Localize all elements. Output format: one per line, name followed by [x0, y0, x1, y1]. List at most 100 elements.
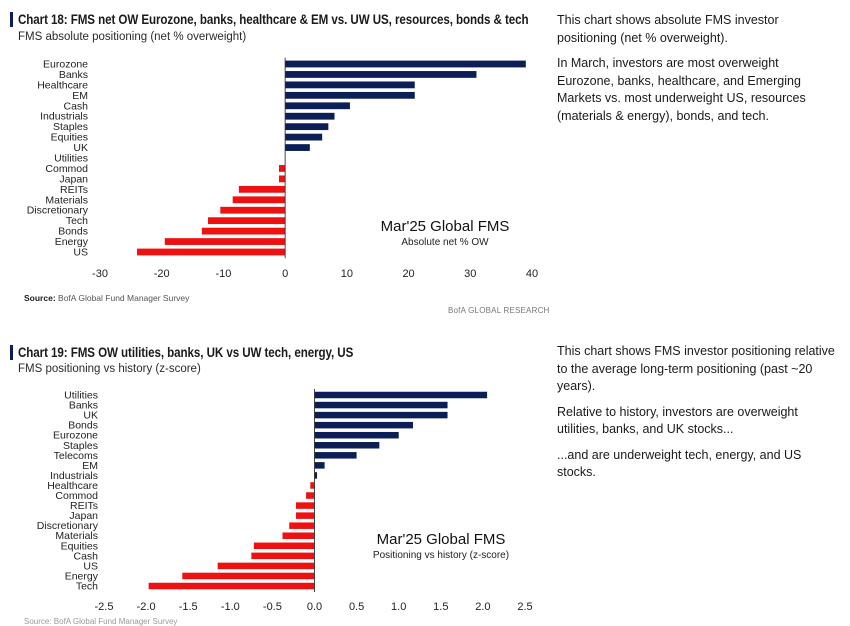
category-label: REITs	[60, 184, 88, 196]
category-label: US	[73, 247, 88, 259]
category-label: UK	[73, 142, 88, 154]
annotation-subtitle: Absolute net % OW	[401, 237, 489, 248]
bar	[278, 175, 286, 183]
description-paragraph: This chart shows absolute FMS investor p…	[557, 13, 779, 45]
title-accent-bar	[10, 12, 13, 27]
x-tick-label: 2.5	[517, 601, 532, 613]
bar	[295, 502, 315, 509]
category-label: Energy	[55, 236, 89, 248]
bar	[314, 472, 318, 479]
category-label: Cash	[73, 550, 98, 562]
category-label: Healthcare	[37, 79, 88, 91]
category-label: REITs	[70, 500, 98, 512]
title-accent-bar	[10, 345, 13, 360]
bar	[310, 482, 315, 489]
bar	[314, 452, 357, 459]
category-label: Materials	[55, 530, 98, 542]
bar	[285, 71, 477, 78]
category-label: Utilities	[54, 153, 88, 165]
x-tick-label: -20	[154, 268, 170, 280]
bar	[314, 431, 399, 439]
x-tick-label: 20	[402, 268, 414, 280]
category-label: Japan	[69, 510, 98, 522]
category-label: Healthcare	[47, 480, 98, 492]
bar	[137, 248, 286, 256]
description-paragraph: Relative to history, investors are overw…	[557, 404, 798, 437]
bar	[285, 144, 310, 151]
category-label: Discretionary	[37, 520, 99, 532]
category-label: Eurozone	[53, 430, 98, 442]
category-label: Materials	[45, 194, 88, 206]
bar	[295, 512, 315, 519]
x-tick-label: 2.0	[475, 601, 490, 613]
bar	[285, 123, 329, 131]
bar	[314, 442, 380, 449]
annotation-title: Mar'25 Global FMS	[381, 218, 510, 235]
bar	[220, 206, 286, 214]
source-note: Source: BofA Global Fund Manager Survey	[24, 293, 189, 303]
x-tick-label: 0.5	[349, 601, 364, 613]
category-label: Discretionary	[27, 205, 89, 217]
bar	[164, 238, 286, 245]
bar	[314, 462, 325, 469]
description-paragraph: ...and are underweight tech, energy, and…	[557, 447, 802, 480]
category-label: Commod	[55, 490, 98, 502]
bar	[285, 91, 415, 99]
chart-19-plot: UtilitiesBanksUKBondsEurozoneStaplesTele…	[37, 388, 533, 613]
category-label: Equities	[51, 132, 88, 144]
category-label: US	[83, 560, 98, 572]
category-label: Utilities	[64, 390, 98, 402]
x-tick-label: -2.5	[95, 601, 114, 613]
x-tick-label: -0.5	[263, 601, 282, 613]
category-label: Eurozone	[43, 59, 88, 71]
brand-label: BofA GLOBAL RESEARCH	[448, 306, 550, 315]
x-tick-label: 1.0	[391, 601, 406, 613]
category-label: EM	[72, 90, 88, 102]
x-tick-label: -1.0	[221, 601, 240, 613]
x-tick-label: 30	[464, 268, 476, 280]
category-label: Japan	[59, 173, 88, 185]
category-label: Commod	[45, 163, 88, 175]
chart-19-description: This chart shows FMS investor positionin…	[557, 343, 837, 490]
category-label: EM	[82, 460, 98, 472]
annotation-title: Mar'25 Global FMS	[377, 531, 506, 548]
category-label: UK	[83, 410, 98, 422]
bar	[148, 582, 315, 590]
bar	[285, 102, 350, 110]
x-tick-label: -2.0	[137, 601, 156, 613]
bar	[251, 552, 315, 560]
bar	[289, 522, 315, 529]
category-label: Industrials	[50, 470, 98, 482]
x-tick-label: 0.0	[307, 601, 322, 613]
x-tick-label: 0	[282, 268, 288, 280]
x-tick-label: -10	[215, 268, 231, 280]
category-label: Staples	[53, 121, 88, 133]
category-label: Industrials	[40, 111, 88, 123]
bar	[217, 562, 315, 570]
bar	[314, 411, 448, 419]
bar	[285, 81, 415, 89]
bar	[253, 542, 315, 550]
bar	[278, 165, 286, 172]
bar	[232, 196, 286, 204]
bar	[285, 60, 526, 68]
chart-18-panel: Chart 18: FMS net OW Eurozone, banks, he…	[0, 0, 550, 320]
chart-title: Chart 18: FMS net OW Eurozone, banks, he…	[18, 12, 529, 27]
x-tick-label: 1.5	[433, 601, 448, 613]
x-tick-label: 40	[526, 268, 538, 280]
bar	[306, 492, 315, 499]
bar	[201, 227, 286, 235]
x-tick-label: -30	[92, 268, 108, 280]
source-text: BofA Global Fund Manager Survey	[58, 293, 190, 303]
chart-subtitle: FMS positioning vs history (z-score)	[18, 363, 201, 375]
bar	[282, 532, 315, 539]
category-label: Bonds	[58, 226, 88, 238]
chart-18-description: This chart shows absolute FMS investor p…	[557, 12, 837, 133]
category-label: Tech	[76, 581, 98, 593]
description-paragraph: In March, investors are most overweight …	[557, 56, 806, 123]
bar	[285, 133, 323, 141]
bar	[285, 112, 335, 120]
chart-title: Chart 19: FMS OW utilities, banks, UK vs…	[18, 345, 354, 360]
chart-subtitle: FMS absolute positioning (net % overweig…	[18, 31, 247, 43]
x-tick-label: -1.5	[179, 601, 198, 613]
